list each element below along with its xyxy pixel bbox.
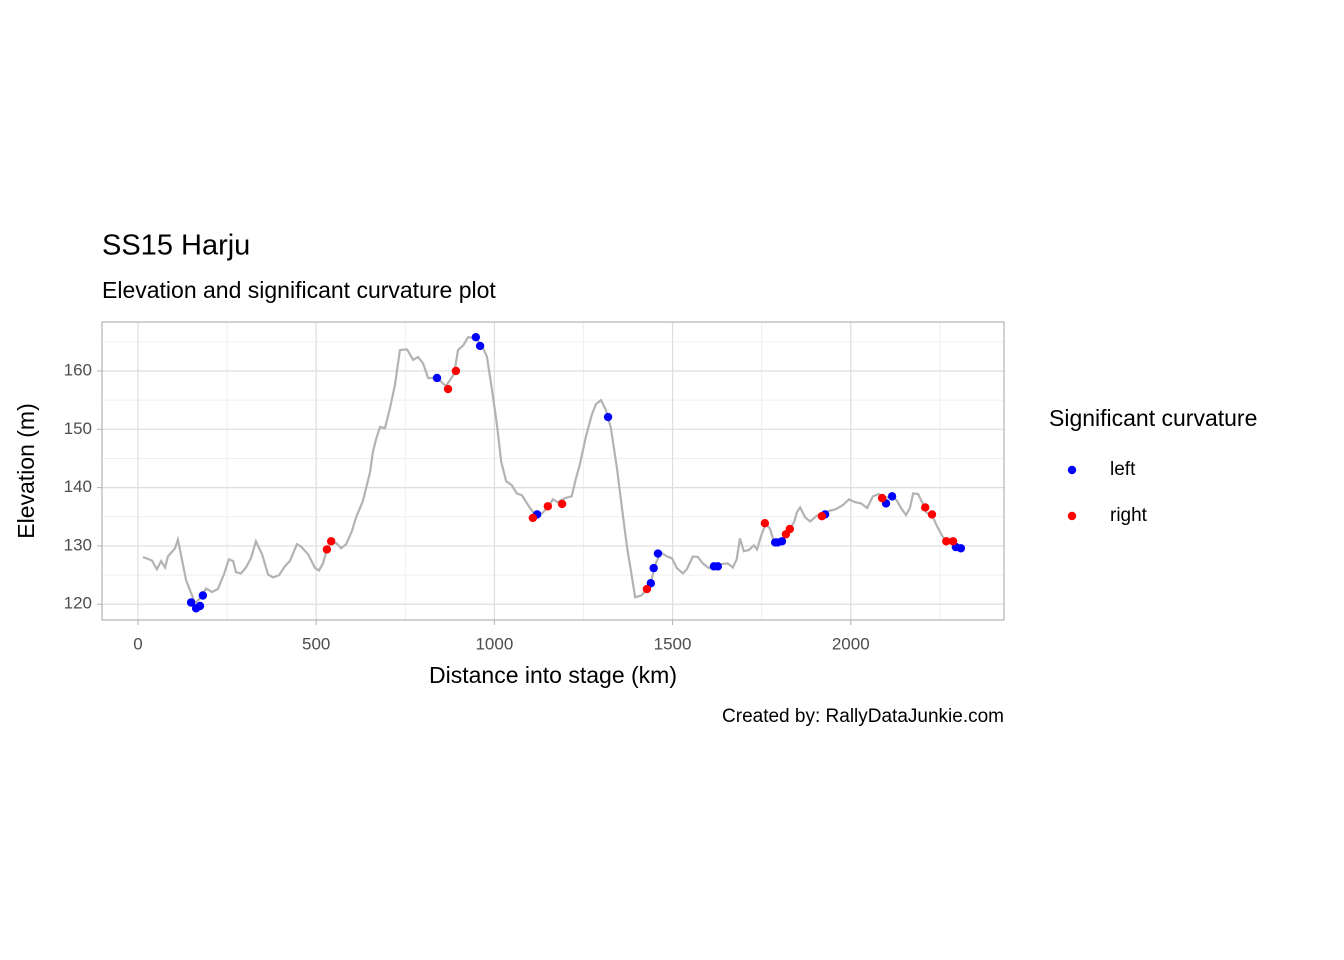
legend-label: right bbox=[1110, 505, 1148, 526]
curvature-point bbox=[326, 537, 336, 546]
x-axis-title: Distance into stage (km) bbox=[429, 662, 677, 688]
x-tick-label: 1000 bbox=[475, 634, 513, 653]
curvature-point bbox=[956, 544, 966, 553]
curvature-point bbox=[322, 545, 332, 554]
curvature-point bbox=[528, 513, 538, 523]
curvature-point bbox=[653, 549, 663, 558]
curvature-point bbox=[877, 493, 887, 503]
curvature-point bbox=[432, 373, 442, 383]
curvature-point bbox=[713, 562, 723, 571]
curvature-point bbox=[603, 412, 613, 422]
curvature-point bbox=[198, 591, 208, 600]
curvature-point bbox=[887, 492, 897, 501]
y-tick-label: 140 bbox=[64, 477, 92, 496]
curvature-point bbox=[451, 366, 461, 376]
x-tick-label: 2000 bbox=[832, 634, 870, 653]
legend-title: Significant curvature bbox=[1049, 405, 1257, 431]
curvature-point bbox=[942, 537, 951, 546]
curvature-point bbox=[921, 503, 930, 512]
legend-label: left bbox=[1110, 459, 1136, 480]
x-tick-label: 500 bbox=[302, 634, 330, 653]
y-tick-label: 130 bbox=[64, 535, 92, 554]
y-tick-label: 160 bbox=[64, 360, 92, 379]
legend-key bbox=[1067, 465, 1077, 475]
curvature-point bbox=[195, 601, 205, 611]
chart-title: SS15 Harju bbox=[102, 230, 250, 262]
y-tick-label: 120 bbox=[64, 594, 92, 613]
curvature-point bbox=[817, 511, 827, 521]
panel-border bbox=[101, 321, 1005, 621]
curvature-point bbox=[777, 537, 787, 546]
curvature-point bbox=[642, 584, 652, 594]
x-tick-label: 1500 bbox=[654, 634, 692, 653]
chart-subtitle: Elevation and significant curvature plot bbox=[102, 277, 496, 303]
curvature-point bbox=[927, 510, 937, 519]
y-tick-label: 150 bbox=[64, 419, 92, 438]
curvature-point bbox=[186, 598, 196, 607]
curvature-point bbox=[543, 502, 553, 511]
curvature-point bbox=[557, 499, 567, 509]
curvature-point bbox=[760, 518, 770, 528]
curvature-point bbox=[471, 332, 481, 342]
x-tick-label: 0 bbox=[133, 634, 142, 653]
elevation-line bbox=[142, 335, 963, 606]
y-axis-title: Elevation (m) bbox=[13, 403, 39, 538]
curvature-point bbox=[948, 537, 958, 546]
curvature-point bbox=[649, 563, 658, 573]
legend-key bbox=[1067, 511, 1077, 521]
caption: Created by: RallyDataJunkie.com bbox=[722, 706, 1004, 727]
curvature-point bbox=[443, 384, 453, 394]
curvature-point bbox=[475, 341, 485, 351]
curvature-point bbox=[785, 524, 795, 534]
